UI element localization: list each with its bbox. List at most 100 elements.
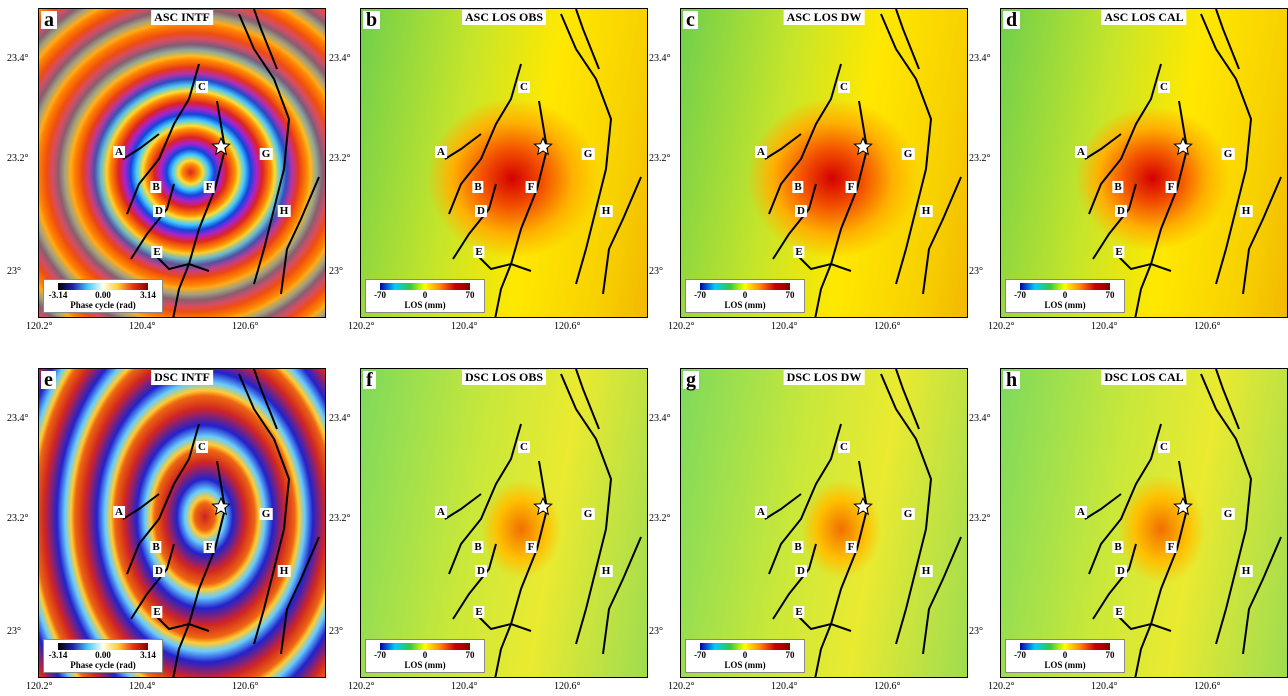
x-tick-label: 120.2° [988, 321, 1015, 332]
epicenter-star [211, 136, 231, 156]
y-tick-label: 23.2° [329, 153, 351, 164]
epicenter-star [211, 496, 231, 516]
panel-title: DSC LOS OBS [461, 370, 547, 385]
fault-line [1215, 369, 1240, 430]
fault-line [1088, 63, 1162, 215]
fault-label: G [1221, 508, 1235, 520]
fault-line [494, 460, 549, 677]
panel-letter: e [41, 370, 56, 390]
y-tick-label: 23° [7, 626, 21, 637]
panel-title: ASC LOS OBS [461, 10, 547, 25]
fault-line [895, 369, 920, 430]
panel-letter: h [1003, 370, 1021, 390]
fault-line [602, 536, 642, 655]
y-tick-label: 23.2° [969, 513, 991, 524]
y-tick-label: 23.4° [969, 53, 991, 64]
colorbar-label: Phase cycle (rad) [70, 300, 136, 310]
fault-line [795, 613, 852, 632]
fault-line [1092, 183, 1137, 260]
x-tick-label: 120.4° [129, 681, 156, 692]
fault-label: C [838, 441, 850, 453]
fault-label: B [1112, 541, 1124, 553]
x-tick-label: 120.4° [771, 681, 798, 692]
fault-label: C [838, 81, 850, 93]
y-tick-label: 23.2° [969, 153, 991, 164]
fault-line [126, 63, 200, 215]
fault-line [1092, 543, 1137, 620]
colorbar-tick: 70 [1105, 650, 1115, 660]
fault-label: A [435, 506, 447, 518]
y-tick-label: 23° [649, 266, 663, 277]
fault-line [795, 253, 852, 272]
colorbar-tick: -70 [374, 290, 386, 300]
x-tick-label: 120.6° [232, 681, 259, 692]
epicenter-star [533, 136, 553, 156]
fault-label: D [795, 565, 807, 577]
fault-label: D [475, 205, 487, 217]
fault-line [452, 543, 497, 620]
fault-line [575, 369, 600, 430]
fault-line [1134, 460, 1189, 677]
x-tick-label: 120.2° [348, 321, 375, 332]
fault-label: B [792, 541, 804, 553]
map-panel: h DSC LOS CAL A B C D E F G H -70 0 70 LOS (mm) [1000, 368, 1288, 678]
colorbar-label: LOS (mm) [724, 300, 766, 310]
y-tick-label: 23.2° [649, 513, 671, 524]
fault-label: H [599, 205, 613, 217]
fault-label: E [1113, 246, 1125, 258]
fault-line [772, 183, 817, 260]
panel-title: ASC INTF [151, 10, 213, 25]
colorbar: -70 0 70 LOS (mm) [685, 639, 805, 673]
fault-label: D [1115, 565, 1127, 577]
colorbar-tick: 0 [742, 650, 748, 660]
colorbar-tick: 70 [1105, 290, 1115, 300]
fault-label: H [919, 565, 933, 577]
x-tick-label: 120.4° [1091, 681, 1118, 692]
fault-line [1084, 133, 1122, 160]
fault-line [1134, 100, 1189, 317]
x-tick-label: 120.6° [554, 321, 581, 332]
fault-line [238, 13, 291, 285]
fault-line [560, 13, 613, 285]
x-tick-label: 120.2° [26, 321, 53, 332]
colorbar-tick: 3.14 [140, 650, 156, 660]
y-tick-label: 23.4° [7, 53, 29, 64]
fault-line [452, 183, 497, 260]
fault-line [772, 543, 817, 620]
fault-label: B [472, 181, 484, 193]
colorbar-tick: -3.14 [48, 650, 68, 660]
colorbar-gradient [700, 643, 790, 650]
fault-label: F [525, 181, 537, 193]
colorbar-tick: 0 [422, 650, 428, 660]
fault-label: F [845, 181, 857, 193]
fault-label: D [1115, 205, 1127, 217]
fault-label: G [901, 508, 915, 520]
colorbar-tick: 70 [465, 650, 475, 660]
fault-label: E [473, 246, 485, 258]
y-tick-label: 23.2° [7, 513, 29, 524]
colorbar: -70 0 70 LOS (mm) [685, 279, 805, 313]
y-tick-label: 23° [7, 266, 21, 277]
colorbar-gradient [380, 643, 470, 650]
colorbar-label: LOS (mm) [1044, 300, 1086, 310]
colorbar-gradient [700, 283, 790, 290]
fault-line [768, 63, 842, 215]
colorbar-tick: 0 [1062, 650, 1068, 660]
x-tick-label: 120.2° [668, 681, 695, 692]
colorbar-gradient [1020, 283, 1110, 290]
fault-line [448, 423, 522, 575]
y-tick-label: 23° [969, 626, 983, 637]
x-tick-label: 120.2° [668, 321, 695, 332]
x-tick-label: 120.6° [554, 681, 581, 692]
fault-line [475, 253, 532, 272]
y-tick-label: 23.2° [7, 153, 29, 164]
colorbar: -3.14 0.00 3.14 Phase cycle (rad) [43, 279, 163, 313]
y-tick-label: 23.4° [969, 413, 991, 424]
x-tick-label: 120.2° [348, 681, 375, 692]
colorbar-tick: 0 [422, 290, 428, 300]
x-tick-label: 120.4° [129, 321, 156, 332]
fault-line [153, 613, 210, 632]
epicenter-star [1173, 136, 1193, 156]
colorbar: -70 0 70 LOS (mm) [1005, 639, 1125, 673]
map-panel: c ASC LOS DW A B C D E F G H -70 0 70 LOS (mm) [680, 8, 968, 318]
